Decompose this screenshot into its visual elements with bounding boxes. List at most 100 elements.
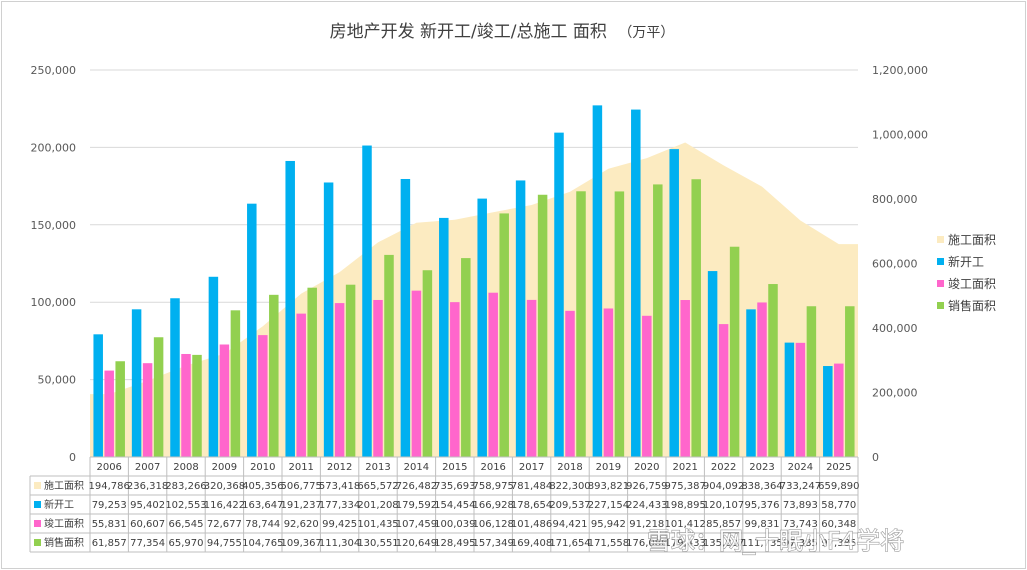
table-cell: 97,385 bbox=[783, 538, 818, 549]
bar-竣工面积-2009 bbox=[219, 344, 230, 457]
left-axis-tick-label: 100,000 bbox=[31, 296, 77, 309]
table-cell: 78,744 bbox=[245, 519, 280, 530]
table-header-cell: 2016 bbox=[480, 462, 505, 473]
table-header-cell: 2017 bbox=[519, 462, 544, 473]
table-cell: 506,775 bbox=[281, 481, 322, 492]
table-header-cell: 2022 bbox=[711, 462, 736, 473]
table-cell: 60,348 bbox=[821, 519, 856, 530]
table-cell: 95,402 bbox=[130, 500, 165, 511]
legend-entry: 新开工 bbox=[948, 254, 984, 269]
area-施工面积 bbox=[90, 142, 858, 458]
legend-key bbox=[937, 258, 944, 265]
bar-新开工-2020 bbox=[631, 109, 641, 458]
chart-title: 房地产开发 新开工/竣工/总施工 面积 （万平） bbox=[330, 22, 675, 42]
table-header-cell: 2014 bbox=[404, 462, 429, 473]
bar-新开工-2012 bbox=[323, 182, 334, 457]
table-header-cell: 2018 bbox=[557, 462, 582, 473]
chart-title-main: 房地产开发 新开工/竣工/总施工 面积 bbox=[330, 22, 607, 42]
table-cell: 177,334 bbox=[319, 500, 360, 511]
bar-竣工面积-2007 bbox=[142, 363, 153, 457]
table-cell: 101,412 bbox=[665, 519, 706, 530]
table-cell: 726,482 bbox=[396, 481, 437, 492]
table-cell: 60,607 bbox=[130, 519, 165, 530]
table-header-cell: 2007 bbox=[135, 462, 160, 473]
legend-key bbox=[937, 280, 944, 287]
bar-竣工面积-2016 bbox=[488, 292, 498, 457]
area-series-layer bbox=[90, 142, 858, 458]
table-cell: 135,837 bbox=[703, 538, 744, 549]
bar-销售面积-2019 bbox=[614, 191, 625, 457]
bar-新开工-2014 bbox=[400, 178, 411, 457]
table-header-cell: 2011 bbox=[288, 462, 313, 473]
table-cell: 116,422 bbox=[204, 500, 245, 511]
table-cell: 58,770 bbox=[821, 500, 856, 511]
table-cell: 73,893 bbox=[783, 500, 818, 511]
legend-entry: 销售面积 bbox=[948, 298, 996, 313]
table-cell: 107,459 bbox=[396, 519, 437, 530]
bar-新开工-2008 bbox=[170, 298, 180, 457]
right-axis-tick-label: 1,000,000 bbox=[872, 129, 928, 142]
table-row-label: 新开工 bbox=[44, 498, 74, 511]
table-cell: 822,300 bbox=[549, 481, 590, 492]
table-cell: 224,433 bbox=[626, 500, 667, 511]
table-cell: 733,247 bbox=[780, 481, 821, 492]
table-row-label: 销售面积 bbox=[44, 536, 84, 549]
bar-竣工面积-2021 bbox=[680, 300, 690, 457]
table-cell: 95,942 bbox=[591, 519, 626, 530]
table-cell: 781,484 bbox=[511, 481, 552, 492]
table-cell: 178,654 bbox=[511, 500, 552, 511]
watermark: 雪球：网_十眠小F4学将 bbox=[647, 527, 904, 555]
bar-竣工面积-2017 bbox=[526, 299, 537, 457]
bar-销售面积-2024 bbox=[806, 306, 817, 457]
bar-销售面积-2012 bbox=[345, 284, 356, 457]
bar-竣工面积-2013 bbox=[373, 299, 383, 457]
table-cell: 838,364 bbox=[741, 481, 782, 492]
bar-销售面积-2017 bbox=[537, 194, 548, 457]
table-cell: 735,693 bbox=[434, 481, 475, 492]
legend-entry: 施工面积 bbox=[948, 233, 996, 247]
legend-key bbox=[937, 236, 944, 243]
table-cell: 209,537 bbox=[549, 500, 590, 511]
bar-竣工面积-2011 bbox=[296, 313, 306, 457]
table-header-cell: 2025 bbox=[826, 462, 851, 473]
bar-新开工-2023 bbox=[746, 309, 756, 457]
table-cell: 97,385 bbox=[821, 538, 856, 549]
right-axis-tick-label: 600,000 bbox=[872, 258, 918, 271]
bar-销售面积-2023 bbox=[768, 284, 778, 457]
bar-竣工面积-2012 bbox=[334, 303, 345, 457]
bar-竣工面积-2006 bbox=[104, 370, 114, 457]
table-cell: 320,368 bbox=[204, 481, 245, 492]
legend-key bbox=[937, 302, 944, 309]
bar-新开工-2024 bbox=[784, 342, 795, 457]
bar-销售面积-2009 bbox=[230, 310, 241, 457]
legend-entry: 竣工面积 bbox=[948, 276, 996, 291]
bar-新开工-2010 bbox=[247, 203, 257, 457]
table-cell: 176,086 bbox=[626, 538, 667, 549]
table-cell: 179,592 bbox=[396, 500, 437, 511]
table-cell: 55,831 bbox=[92, 519, 127, 530]
bar-销售面积-2025 bbox=[845, 306, 855, 457]
bar-销售面积-2018 bbox=[576, 191, 586, 457]
bar-竣工面积-2019 bbox=[603, 308, 614, 457]
table-cell: 65,970 bbox=[169, 538, 204, 549]
left-axis-tick-label: 50,000 bbox=[38, 374, 77, 387]
table-header-cell: 2019 bbox=[596, 462, 621, 473]
bar-竣工面积-2015 bbox=[450, 302, 460, 457]
table-legend-key bbox=[34, 520, 41, 527]
right-axis-tick-label: 200,000 bbox=[872, 387, 918, 400]
bar-新开工-2006 bbox=[93, 334, 103, 457]
table-cell: 104,765 bbox=[242, 538, 283, 549]
table-cell: 227,154 bbox=[588, 500, 629, 511]
table-header-cell: 2006 bbox=[96, 462, 121, 473]
table-cell: 72,677 bbox=[207, 519, 242, 530]
table-legend-key bbox=[34, 482, 41, 489]
table-header-cell: 2015 bbox=[442, 462, 467, 473]
bar-竣工面积-2024 bbox=[795, 342, 806, 457]
table-cell: 758,975 bbox=[473, 481, 514, 492]
bar-竣工面积-2008 bbox=[181, 353, 191, 457]
table-cell: 128,495 bbox=[434, 538, 475, 549]
table-cell: 659,890 bbox=[818, 481, 859, 492]
table-cell: 975,387 bbox=[665, 481, 706, 492]
